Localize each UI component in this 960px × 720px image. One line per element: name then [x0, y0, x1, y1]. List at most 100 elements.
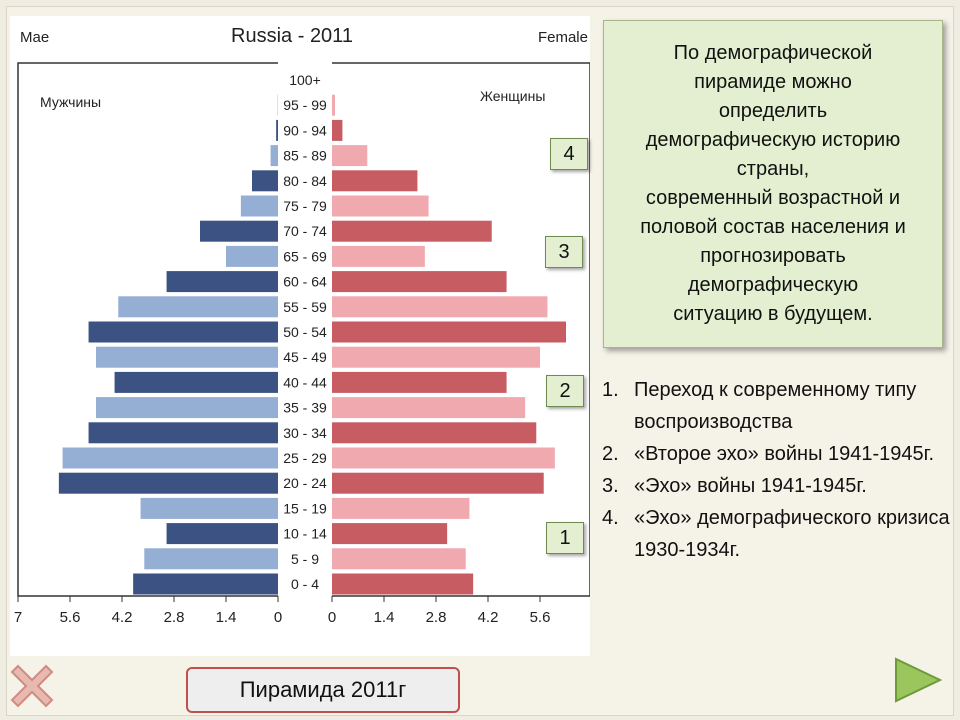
female-bar [332, 321, 566, 343]
list-item-number: 4. [602, 507, 619, 529]
list-item-number: 2. [602, 443, 619, 465]
age-group-label: 15 - 19 [283, 500, 327, 516]
pyramid-svg: Russia - 2011 Mae Female Мужчины Женщины… [14, 25, 590, 626]
list-item-text: «Эхо» войны 1941-1945г. [634, 475, 867, 497]
female-panel-label: Женщины [480, 88, 545, 104]
age-group-label: 50 - 54 [283, 324, 327, 340]
age-group-label: 30 - 34 [283, 425, 327, 441]
age-group-label: 100+ [289, 72, 321, 88]
male-tick-label: 0 [274, 609, 282, 626]
age-group-label: 0 - 4 [291, 576, 319, 592]
male-tick-label: 4.2 [112, 609, 133, 626]
marker-3: 3 [545, 236, 583, 268]
female-bar [332, 346, 540, 368]
age-group-label: 35 - 39 [283, 400, 327, 416]
list-item: 1. Переход к современному типу воспроизво… [600, 374, 950, 438]
female-bar [332, 245, 425, 267]
age-group-label: 75 - 79 [283, 198, 327, 214]
female-bar [332, 170, 418, 192]
male-tick-label: 5.6 [60, 609, 81, 626]
male-bar [118, 296, 279, 318]
female-tick-label: 5.6 [530, 609, 551, 626]
male-bar [140, 497, 278, 519]
age-group-label: 55 - 59 [283, 299, 327, 315]
male-bar [270, 145, 278, 167]
close-x-icon[interactable] [4, 658, 60, 719]
marker-2: 2 [546, 375, 584, 407]
female-tick-label: 2.8 [426, 609, 447, 626]
age-group-label: 40 - 44 [283, 374, 327, 390]
info-box: По демографической пирамиде можно опреде… [603, 20, 943, 348]
female-bar [332, 397, 526, 419]
list-item-number: 1. [602, 379, 619, 401]
male-bar [62, 447, 279, 469]
chart-title: Russia - 2011 [231, 25, 353, 47]
list-item: 4. «Эхо» демографического кризиса 1930-19… [600, 502, 950, 566]
female-bar [332, 573, 474, 595]
female-tick-label: 1.4 [374, 609, 395, 626]
female-bar [332, 472, 544, 494]
male-tick-label: 2.8 [164, 609, 185, 626]
age-group-label: 65 - 69 [283, 248, 327, 264]
male-bar [58, 472, 278, 494]
male-tick-label: 7 [14, 609, 22, 626]
male-tick-label: 1.4 [216, 609, 237, 626]
male-bar [226, 245, 278, 267]
female-bar [332, 119, 343, 141]
age-group-label: 60 - 64 [283, 274, 327, 290]
male-bar [144, 548, 278, 570]
right-corner-label: Female [538, 29, 588, 46]
age-group-label: 85 - 89 [283, 148, 327, 164]
female-tick-label: 0 [328, 609, 336, 626]
male-bar [114, 371, 278, 393]
male-bar [96, 346, 278, 368]
female-bar [332, 497, 470, 519]
male-bar [88, 422, 278, 444]
male-bar [88, 321, 278, 343]
list-item-text: «Второе эхо» войны 1941-1945г. [634, 443, 935, 465]
female-bar [332, 548, 466, 570]
marker-1: 1 [546, 522, 584, 554]
list-item: 2. «Второе эхо» войны 1941-1945г. [600, 438, 950, 470]
left-corner-label: Mae [20, 29, 49, 46]
female-bar [332, 220, 492, 242]
male-panel-frame [17, 62, 278, 597]
female-bar [332, 447, 555, 469]
age-group-label: 20 - 24 [283, 475, 327, 491]
male-bar [96, 397, 278, 419]
list-item-text: Переход к современному типу воспроизводс… [634, 379, 917, 433]
female-bar [332, 195, 429, 217]
list-item: 3. «Эхо» войны 1941-1945г. [600, 470, 950, 502]
female-bar [332, 271, 507, 293]
explanation-list: 1. Переход к современному типу воспроизво… [600, 374, 950, 566]
male-bar [133, 573, 278, 595]
female-bar [332, 296, 548, 318]
female-bar [332, 523, 448, 545]
male-bar [276, 119, 278, 141]
list-item-number: 3. [602, 475, 619, 497]
age-group-label: 10 - 14 [283, 526, 327, 542]
age-group-label: 90 - 94 [283, 122, 327, 138]
male-panel-label: Мужчины [40, 94, 101, 110]
caption-button[interactable]: Пирамида 2011г [186, 667, 460, 713]
marker-4: 4 [550, 138, 588, 170]
male-bar [200, 220, 278, 242]
age-group-label: 45 - 49 [283, 349, 327, 365]
age-group-label: 80 - 84 [283, 173, 327, 189]
female-bar [332, 94, 335, 116]
age-group-label: 25 - 29 [283, 450, 327, 466]
male-bar [240, 195, 278, 217]
female-panel-frame [332, 62, 590, 597]
info-text: По демографической пирамиде можно опреде… [640, 42, 906, 325]
female-tick-label: 4.2 [478, 609, 499, 626]
play-arrow-icon[interactable] [890, 655, 946, 710]
female-bar [332, 422, 537, 444]
female-bar [332, 145, 368, 167]
age-group-label: 95 - 99 [283, 97, 327, 113]
male-bar [166, 523, 278, 545]
age-group-label: 5 - 9 [291, 551, 319, 567]
list-item-text: «Эхо» демографического кризиса 1930-1934… [634, 507, 950, 561]
age-group-label: 70 - 74 [283, 223, 327, 239]
population-pyramid-chart: Russia - 2011 Mae Female Мужчины Женщины… [10, 16, 590, 656]
female-bar [332, 371, 507, 393]
